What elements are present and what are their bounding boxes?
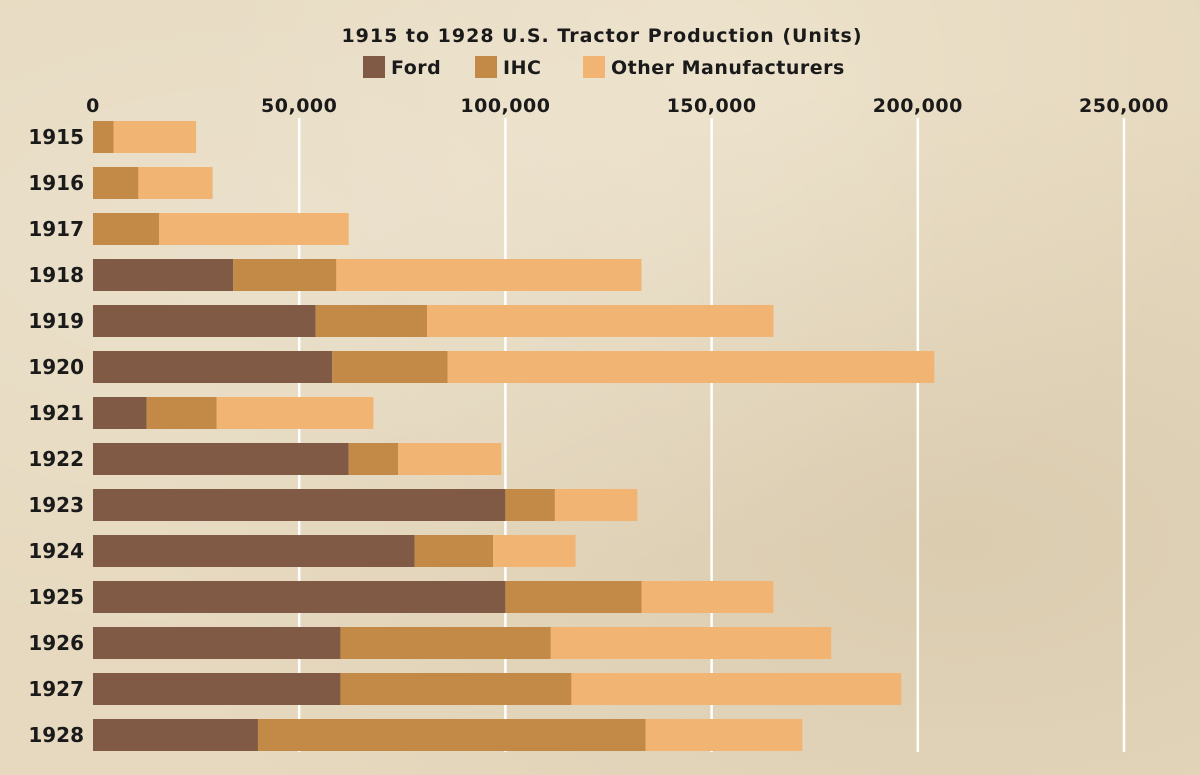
category-label: 1922 [28, 447, 84, 471]
bar-other-manufacturers-1927 [571, 673, 902, 705]
bars [93, 121, 935, 751]
chart-title: 1915 to 1928 U.S. Tractor Production (Un… [341, 25, 862, 47]
x-tick-label: 250,000 [1079, 95, 1169, 117]
legend-swatch [363, 56, 385, 78]
bar-other-manufacturers-1916 [138, 167, 213, 199]
x-tick-label: 50,000 [261, 95, 337, 117]
bar-ihc-1927 [340, 673, 572, 705]
bar-ihc-1926 [340, 627, 551, 659]
bar-other-manufacturers-1928 [645, 719, 803, 751]
bar-ford-1924 [93, 535, 415, 567]
legend-swatch [475, 56, 497, 78]
bar-ihc-1916 [93, 167, 139, 199]
category-label: 1924 [28, 539, 84, 563]
category-label: 1918 [28, 263, 84, 287]
category-label: 1925 [28, 585, 84, 609]
x-tick-label: 0 [86, 95, 100, 117]
bar-other-manufacturers-1920 [447, 351, 935, 383]
category-label: 1923 [28, 493, 84, 517]
bar-ford-1928 [93, 719, 258, 751]
bar-other-manufacturers-1923 [554, 489, 638, 521]
bar-other-manufacturers-1918 [336, 259, 642, 291]
category-label: 1916 [28, 171, 84, 195]
bar-ford-1926 [93, 627, 341, 659]
bar-other-manufacturers-1921 [216, 397, 374, 429]
bar-ihc-1919 [315, 305, 428, 337]
bar-ford-1921 [93, 397, 147, 429]
bar-ihc-1915 [93, 121, 114, 153]
bar-ihc-1921 [146, 397, 217, 429]
bar-ihc-1918 [233, 259, 337, 291]
bar-ford-1927 [93, 673, 341, 705]
x-tick-label: 100,000 [460, 95, 550, 117]
legend-label: Ford [391, 57, 441, 79]
y-axis-categories: 1915 1916 1917 1918 1919 1920 1921 1922 1923 1924… [28, 125, 84, 747]
legend: Ford IHC Other Manufacturers [363, 56, 845, 79]
bar-ford-1923 [93, 489, 506, 521]
bar-ford-1918 [93, 259, 234, 291]
category-label: 1921 [28, 401, 84, 425]
bar-ihc-1928 [257, 719, 646, 751]
category-label: 1915 [28, 125, 84, 149]
bar-ford-1925 [93, 581, 506, 613]
bar-ihc-1920 [332, 351, 448, 383]
category-label: 1917 [28, 217, 84, 241]
bar-ford-1922 [93, 443, 349, 475]
bar-ihc-1923 [505, 489, 555, 521]
category-label: 1919 [28, 309, 84, 333]
legend-label: IHC [503, 57, 541, 79]
bar-ihc-1917 [93, 213, 159, 245]
x-axis-ticks: 0 50,000 100,000 150,000 200,000 250,000 [86, 95, 1169, 117]
category-label: 1928 [28, 723, 84, 747]
bar-ihc-1922 [348, 443, 399, 475]
bar-other-manufacturers-1917 [158, 213, 349, 245]
bar-other-manufacturers-1922 [398, 443, 502, 475]
category-label: 1927 [28, 677, 84, 701]
category-label: 1920 [28, 355, 84, 379]
category-label: 1926 [28, 631, 84, 655]
legend-label: Other Manufacturers [611, 57, 845, 79]
bar-ihc-1924 [414, 535, 494, 567]
bar-other-manufacturers-1924 [493, 535, 576, 567]
bar-other-manufacturers-1919 [427, 305, 774, 337]
x-tick-label: 200,000 [873, 95, 963, 117]
bar-ford-1919 [93, 305, 316, 337]
bar-other-manufacturers-1915 [113, 121, 197, 153]
legend-swatch [583, 56, 605, 78]
x-tick-label: 150,000 [667, 95, 757, 117]
bar-other-manufacturers-1925 [641, 581, 774, 613]
bar-other-manufacturers-1926 [550, 627, 832, 659]
bar-ihc-1925 [505, 581, 642, 613]
bar-ford-1920 [93, 351, 333, 383]
